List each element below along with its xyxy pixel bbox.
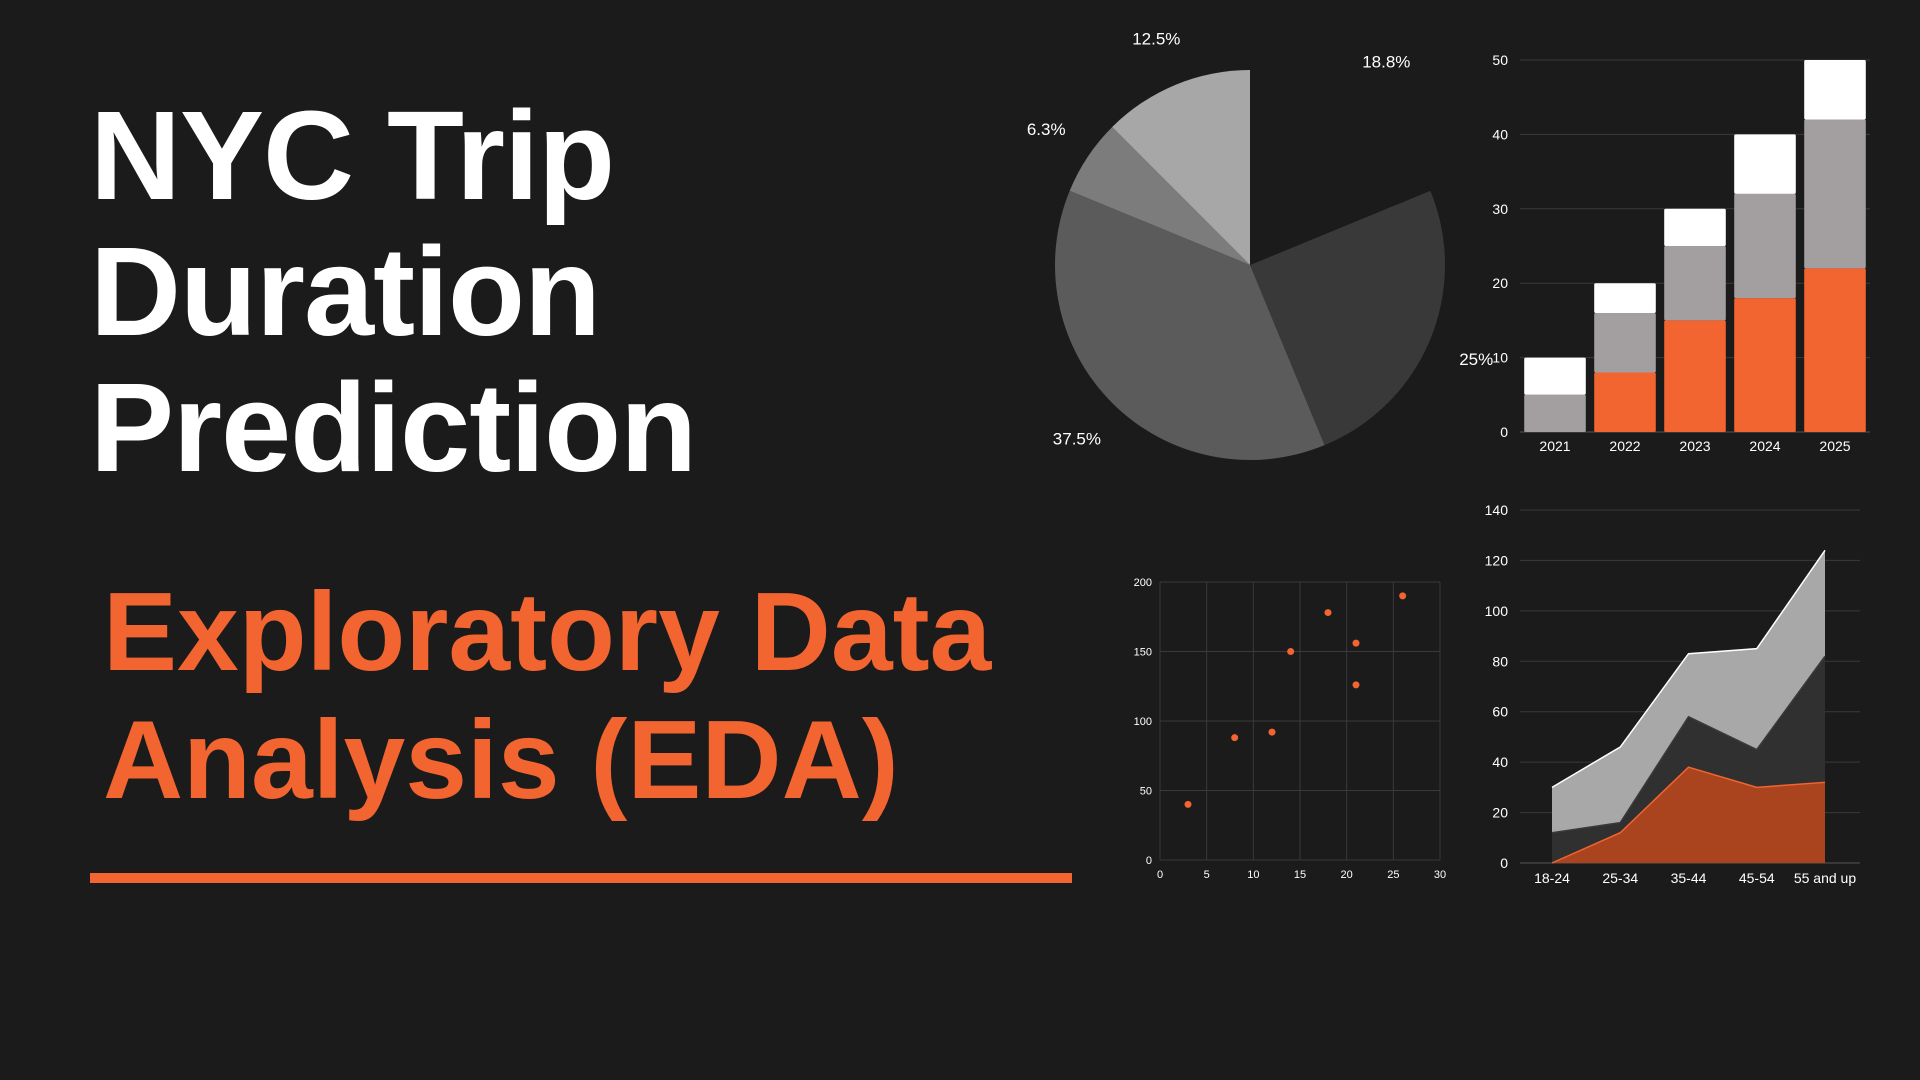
bar-segment [1734, 134, 1796, 194]
bar-x-tick-label: 2023 [1679, 438, 1710, 454]
scatter-point [1287, 648, 1295, 655]
bar-x-tick-label: 2024 [1749, 438, 1780, 454]
scatter-x-tick-label: 5 [1204, 869, 1210, 881]
bar-segment [1804, 60, 1866, 120]
bar-segment [1664, 320, 1726, 432]
bar-segment [1804, 268, 1866, 432]
scatter-point [1231, 734, 1239, 742]
bar-x-tick-label: 2025 [1819, 438, 1850, 454]
bar-segment [1664, 208, 1726, 246]
scatter-point [1268, 728, 1276, 736]
divider-line [90, 873, 1072, 883]
pie-slice-label: 18.8% [1362, 52, 1410, 71]
title-line-1: NYC Trip [90, 85, 615, 226]
bar-y-tick-label: 20 [1492, 275, 1508, 291]
scatter-y-tick-label: 50 [1140, 786, 1152, 798]
scatter-x-tick-label: 15 [1294, 869, 1306, 881]
scatter-point [1352, 639, 1360, 647]
pie-slice-label: 25% [1459, 350, 1493, 369]
area-x-tick-label: 18-24 [1534, 870, 1570, 886]
area-series-line [1551, 766, 1826, 864]
area-series-line [1551, 655, 1826, 834]
bar-segment [1734, 298, 1796, 432]
bar-y-tick-label: 50 [1492, 52, 1508, 68]
scatter-x-tick-label: 0 [1157, 869, 1163, 881]
area-x-tick-label: 35-44 [1671, 870, 1707, 886]
area-x-tick-label: 45-54 [1739, 870, 1775, 886]
scatter-chart: 0 50 100 150 200 0 5 10 15 20 25 30 [1134, 577, 1446, 881]
stacked-bar-chart: 0 10 20 30 40 50 2021 2022 2023 2024 2025 [1492, 52, 1870, 454]
area-x-tick-label: 25-34 [1602, 870, 1638, 886]
area-y-tick-label: 0 [1500, 855, 1508, 871]
area-y-tick-label: 100 [1485, 603, 1509, 619]
pie-slice [1250, 70, 1431, 265]
bar-x-tick-label: 2021 [1539, 438, 1570, 454]
bar-x-tick-label: 2022 [1609, 438, 1640, 454]
area-y-tick-label: 80 [1492, 653, 1508, 669]
bar-segment [1594, 312, 1656, 373]
scatter-x-tick-label: 20 [1341, 869, 1353, 881]
pie-chart: 25% 37.5% 6.3% 12.5% 18.8% [1027, 30, 1493, 460]
bar-segment [1594, 283, 1656, 313]
scatter-x-tick-label: 30 [1434, 869, 1446, 881]
scatter-point [1324, 609, 1332, 617]
pie-slice [1069, 127, 1250, 265]
scatter-y-tick-label: 0 [1146, 855, 1152, 867]
bar-segment [1524, 357, 1586, 395]
pie-slice [1055, 190, 1325, 460]
title: NYC Trip Duration Prediction [90, 85, 697, 498]
area-chart: 0 20 40 60 80 100 120 140 18-24 25-34 35-44 45-54 55… [1485, 502, 1860, 886]
scatter-point [1399, 592, 1407, 600]
pie-slice-label: 12.5% [1132, 30, 1180, 49]
scatter-point [1352, 681, 1360, 689]
bar-y-tick-label: 30 [1492, 201, 1508, 217]
area-y-tick-label: 120 [1485, 552, 1509, 568]
area-y-tick-label: 40 [1492, 754, 1508, 770]
scatter-y-tick-label: 150 [1134, 647, 1152, 659]
area-y-tick-label: 20 [1492, 805, 1508, 821]
bar-segment [1804, 119, 1866, 269]
pie-slice-label: 37.5% [1053, 429, 1101, 448]
subtitle-line-2: Analysis (EDA) [103, 698, 899, 822]
pie-slice [1112, 70, 1250, 265]
area-series-line [1551, 549, 1826, 789]
scatter-y-tick-label: 200 [1134, 577, 1152, 589]
title-line-3: Prediction [90, 357, 697, 498]
scatter-point [1184, 800, 1192, 808]
area-x-tick-label: 55 and up [1794, 870, 1856, 886]
area-series [1552, 767, 1825, 863]
pie-slice [1250, 190, 1445, 446]
area-y-tick-label: 60 [1492, 704, 1508, 720]
scatter-x-tick-label: 25 [1387, 869, 1399, 881]
title-line-2: Duration [90, 221, 601, 362]
bar-segment [1664, 246, 1726, 321]
bar-y-tick-label: 0 [1500, 424, 1508, 440]
bar-segment [1594, 372, 1656, 432]
subtitle-line-1: Exploratory Data [103, 570, 992, 694]
scatter-y-tick-label: 100 [1134, 716, 1152, 728]
area-y-tick-label: 140 [1485, 502, 1509, 518]
pie-slice-label: 6.3% [1027, 120, 1066, 139]
bar-y-tick-label: 40 [1492, 126, 1508, 142]
bar-y-tick-label: 10 [1492, 350, 1508, 366]
bar-segment [1734, 193, 1796, 299]
bar-segment [1524, 394, 1586, 432]
subtitle: Exploratory Data Analysis (EDA) [103, 568, 991, 824]
scatter-x-tick-label: 10 [1247, 869, 1259, 881]
